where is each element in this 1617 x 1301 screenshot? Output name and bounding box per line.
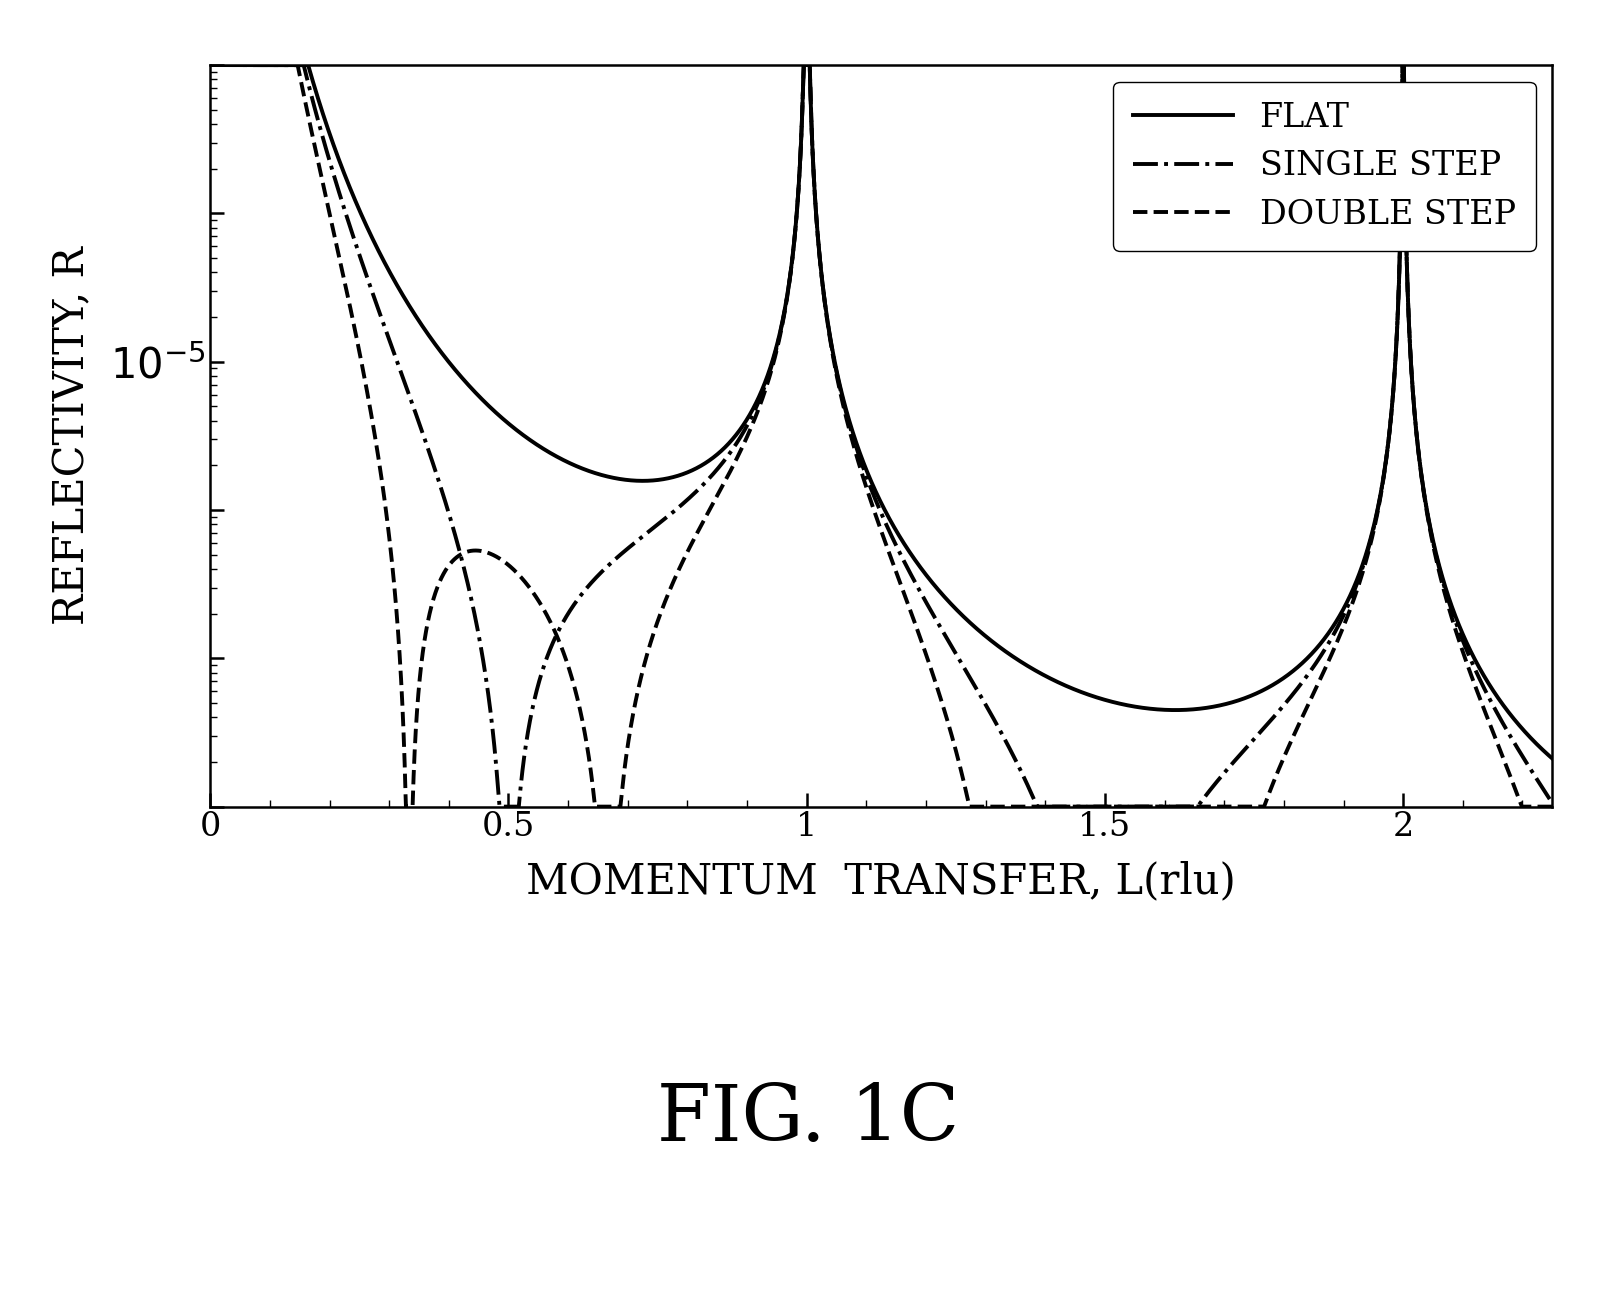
DOUBLE STEP <box>1342 596 1362 611</box>
Line: FLAT: FLAT <box>212 65 1552 758</box>
FLAT <box>351 206 370 221</box>
DOUBLE STEP <box>1543 799 1562 814</box>
DOUBLE STEP <box>396 799 416 814</box>
FLAT <box>1543 751 1562 766</box>
FLAT <box>1208 699 1227 714</box>
SINGLE STEP <box>1387 307 1407 323</box>
SINGLE STEP <box>202 57 222 73</box>
SINGLE STEP <box>1290 677 1310 692</box>
X-axis label: MOMENTUM  TRANSFER, L(rlu): MOMENTUM TRANSFER, L(rlu) <box>527 860 1235 902</box>
SINGLE STEP <box>1342 588 1362 604</box>
SINGLE STEP <box>490 799 509 814</box>
DOUBLE STEP <box>202 57 222 73</box>
SINGLE STEP <box>1543 795 1562 811</box>
FLAT <box>1342 584 1362 600</box>
DOUBLE STEP <box>351 351 370 367</box>
FLAT <box>202 57 222 73</box>
Text: FIG. 1C: FIG. 1C <box>658 1081 959 1157</box>
Line: SINGLE STEP: SINGLE STEP <box>212 65 1552 807</box>
Legend: FLAT, SINGLE STEP, DOUBLE STEP: FLAT, SINGLE STEP, DOUBLE STEP <box>1112 82 1536 251</box>
DOUBLE STEP <box>1387 307 1407 323</box>
FLAT <box>1290 657 1310 673</box>
Y-axis label: REFLECTIVITY, R: REFLECTIVITY, R <box>50 246 92 626</box>
DOUBLE STEP <box>1208 799 1227 814</box>
Line: DOUBLE STEP: DOUBLE STEP <box>212 65 1552 807</box>
SINGLE STEP <box>1208 773 1227 788</box>
DOUBLE STEP <box>1290 714 1310 730</box>
DOUBLE STEP <box>632 669 652 684</box>
SINGLE STEP <box>351 251 370 267</box>
FLAT <box>1387 307 1407 323</box>
SINGLE STEP <box>632 530 652 545</box>
FLAT <box>632 474 652 489</box>
